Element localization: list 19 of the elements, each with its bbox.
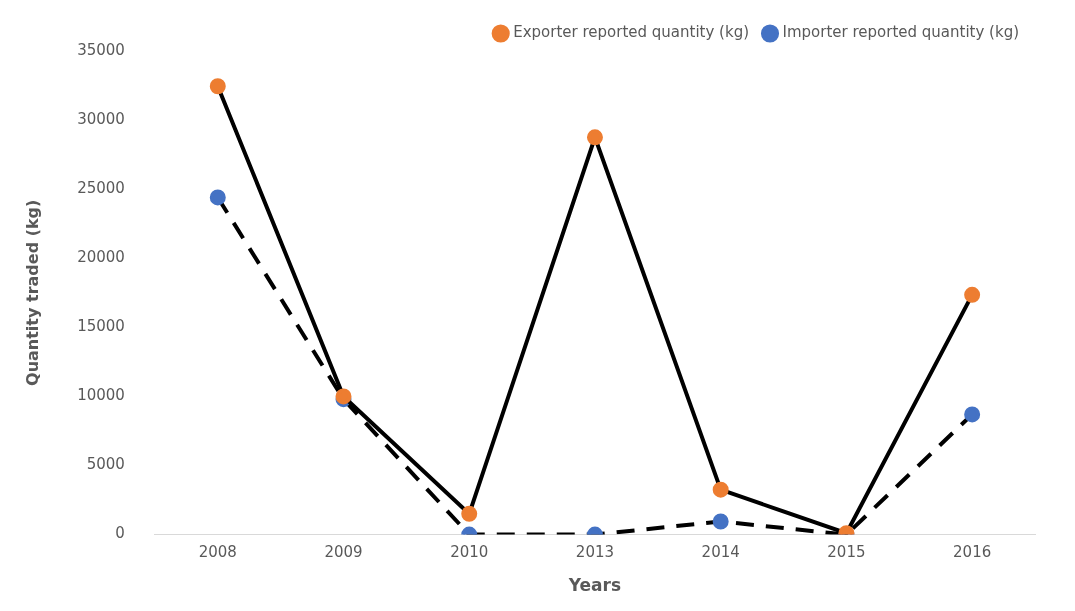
x-axis-title: Years: [567, 575, 622, 596]
y-tick-label: 25000: [77, 179, 125, 198]
legend-label: Exporter reported quantity (kg): [513, 23, 750, 42]
x-tick-label: 2010: [450, 543, 489, 562]
x-tick-label: 2008: [198, 543, 237, 562]
legend-label: Importer reported quantity (kg): [782, 23, 1020, 42]
y-tick-label: 5000: [86, 455, 125, 474]
x-tick-label: 2016: [953, 543, 992, 562]
x-tick-label: 2013: [575, 543, 615, 562]
y-tick-label: 20000: [77, 248, 125, 267]
y-tick-label: 15000: [77, 317, 125, 336]
y-tick-label: 30000: [77, 109, 125, 128]
y-axis-title: Quantity traded (kg): [22, 199, 42, 386]
y-tick-label: 10000: [77, 386, 125, 405]
y-tick-label: 0: [115, 524, 125, 543]
x-tick-label: 2014: [701, 543, 740, 562]
y-tick-label: 35000: [77, 40, 125, 59]
x-tick-label: 2009: [324, 543, 363, 562]
x-tick-label: 2015: [827, 543, 866, 562]
